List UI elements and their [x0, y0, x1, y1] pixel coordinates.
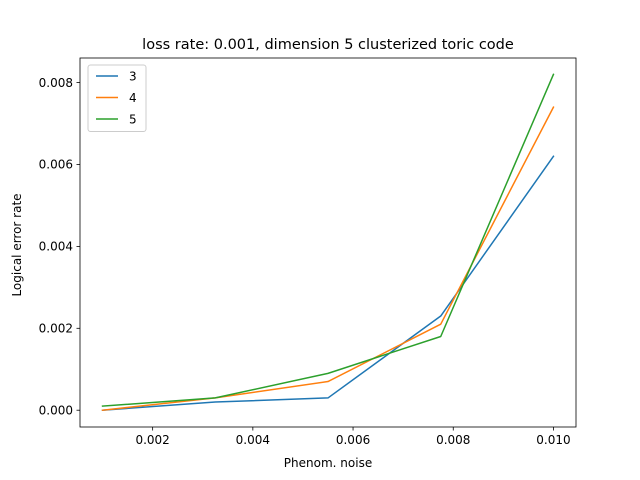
- series-line-3: [101, 155, 555, 412]
- series-line-5: [101, 73, 555, 407]
- y-tick-label: 0.000: [39, 403, 73, 417]
- y-tick-label: 0.008: [39, 76, 73, 90]
- x-axis-label: Phenom. noise: [284, 456, 372, 470]
- legend-label-4: 4: [129, 91, 137, 105]
- x-tick-label: 0.002: [135, 433, 169, 447]
- y-tick-label: 0.004: [39, 240, 73, 254]
- y-tick-label: 0.002: [39, 321, 73, 335]
- x-tick-label: 0.010: [536, 433, 570, 447]
- x-tick-label: 0.006: [336, 433, 370, 447]
- y-axis-label: Logical error rate: [10, 193, 24, 296]
- chart-title: loss rate: 0.001, dimension 5 clusterize…: [142, 37, 514, 53]
- legend-label-3: 3: [129, 69, 137, 83]
- x-tick-label: 0.008: [436, 433, 470, 447]
- x-tick-label: 0.004: [236, 433, 270, 447]
- series-line-4: [101, 106, 555, 412]
- y-tick-label: 0.006: [39, 158, 73, 172]
- plot-area: 0.002 0.004 0.006 0.008 0.010 0.000 0.002 0.004…: [39, 57, 577, 447]
- legend: 3 4 5: [87, 64, 147, 132]
- legend-label-5: 5: [129, 112, 137, 126]
- axes-frame: [79, 57, 577, 428]
